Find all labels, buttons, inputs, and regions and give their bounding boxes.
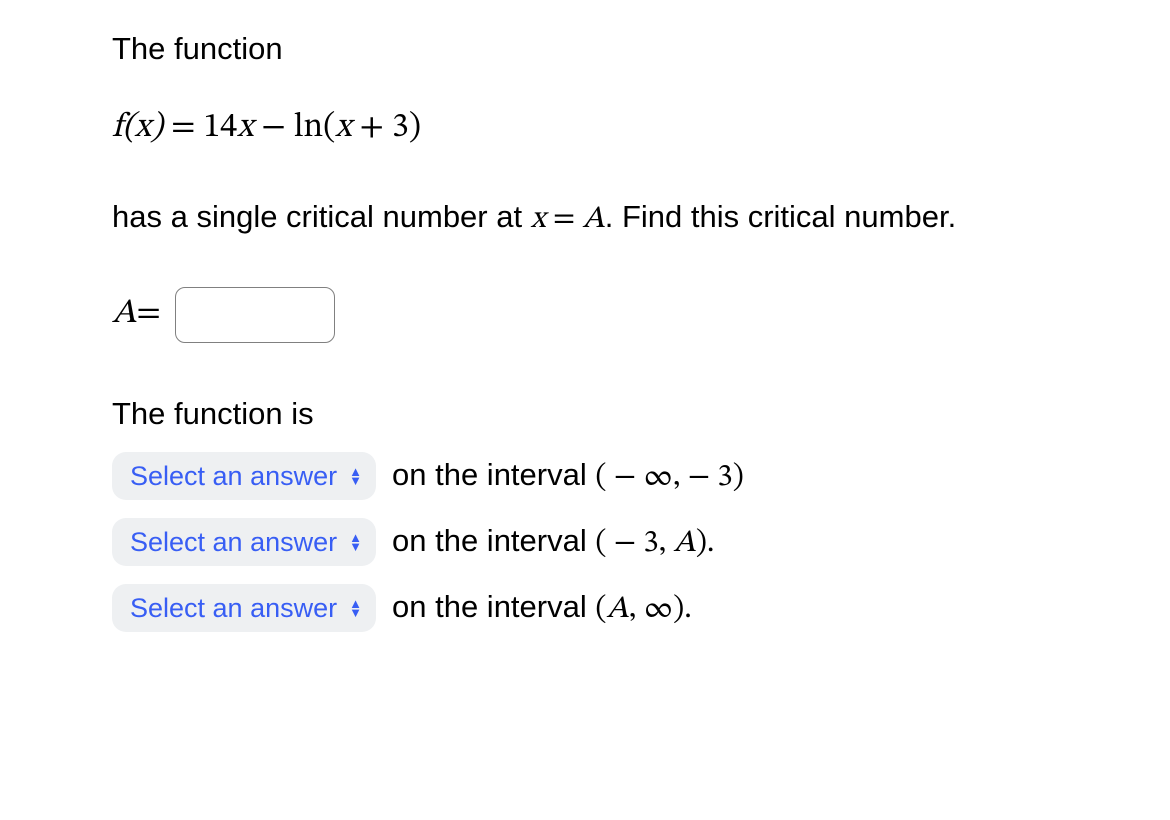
- int1-b: ( − ∞, − 3): [595, 462, 743, 493]
- function-equation: f(x) = 14x − ln(x + 3): [112, 106, 1112, 152]
- eq-ln: ln(: [294, 111, 335, 145]
- eq-x2: x: [335, 111, 351, 145]
- int2-A: A: [674, 528, 696, 559]
- int2-b: ( − 3,: [595, 528, 673, 559]
- crit-x: x: [531, 204, 546, 235]
- eq-x1: x: [237, 111, 253, 145]
- int1-a: on the interval: [392, 457, 595, 492]
- select-answer-3[interactable]: Select an answer ▲▼: [112, 584, 376, 632]
- int3-a: on the interval: [392, 589, 595, 624]
- interval-1-text: on the interval ( − ∞, − 3): [392, 454, 744, 499]
- int3-b: (: [595, 594, 606, 625]
- eq-14: 14: [203, 111, 237, 145]
- select-answer-3-label: Select an answer: [130, 590, 337, 626]
- interval-3-text: on the interval (A, ∞).: [392, 586, 692, 631]
- eq-lhs: f(x): [112, 111, 163, 145]
- int2-c: ).: [696, 528, 715, 559]
- question-container: The function f(x) = 14x − ln(x + 3) has …: [0, 0, 1112, 632]
- crit-text-b: . Find this critical number.: [605, 199, 956, 234]
- interval-row-2: Select an answer ▲▼ on the interval ( − …: [112, 518, 1112, 566]
- eq-eq: =: [163, 111, 203, 145]
- intro-text: The function: [112, 28, 1112, 70]
- select-answer-1[interactable]: Select an answer ▲▼: [112, 452, 376, 500]
- A-input-row: A =: [112, 287, 1112, 343]
- function-is-label: The function is: [112, 393, 1112, 435]
- select-answer-2[interactable]: Select an answer ▲▼: [112, 518, 376, 566]
- interval-row-1: Select an answer ▲▼ on the interval ( − …: [112, 452, 1112, 500]
- interval-row-3: Select an answer ▲▼ on the interval (A, …: [112, 584, 1112, 632]
- crit-A: A: [582, 204, 604, 235]
- chevron-updown-icon: ▲▼: [349, 467, 362, 485]
- eq-plus3: + 3): [352, 111, 421, 145]
- A-label: A: [112, 292, 136, 338]
- chevron-updown-icon: ▲▼: [349, 599, 362, 617]
- critical-number-sentence: has a single critical number at x = A. F…: [112, 196, 1052, 241]
- int3-c: , ∞).: [629, 594, 692, 625]
- select-answer-1-label: Select an answer: [130, 458, 337, 494]
- int3-A: A: [606, 594, 628, 625]
- interval-2-text: on the interval ( − 3, A).: [392, 520, 714, 565]
- chevron-updown-icon: ▲▼: [349, 533, 362, 551]
- int2-a: on the interval: [392, 523, 595, 558]
- select-answer-2-label: Select an answer: [130, 524, 337, 560]
- A-input[interactable]: [175, 287, 335, 343]
- crit-eq: =: [546, 204, 583, 235]
- eq-minus: −: [253, 111, 293, 145]
- crit-text-a: has a single critical number at: [112, 199, 531, 234]
- A-eq: =: [136, 292, 160, 338]
